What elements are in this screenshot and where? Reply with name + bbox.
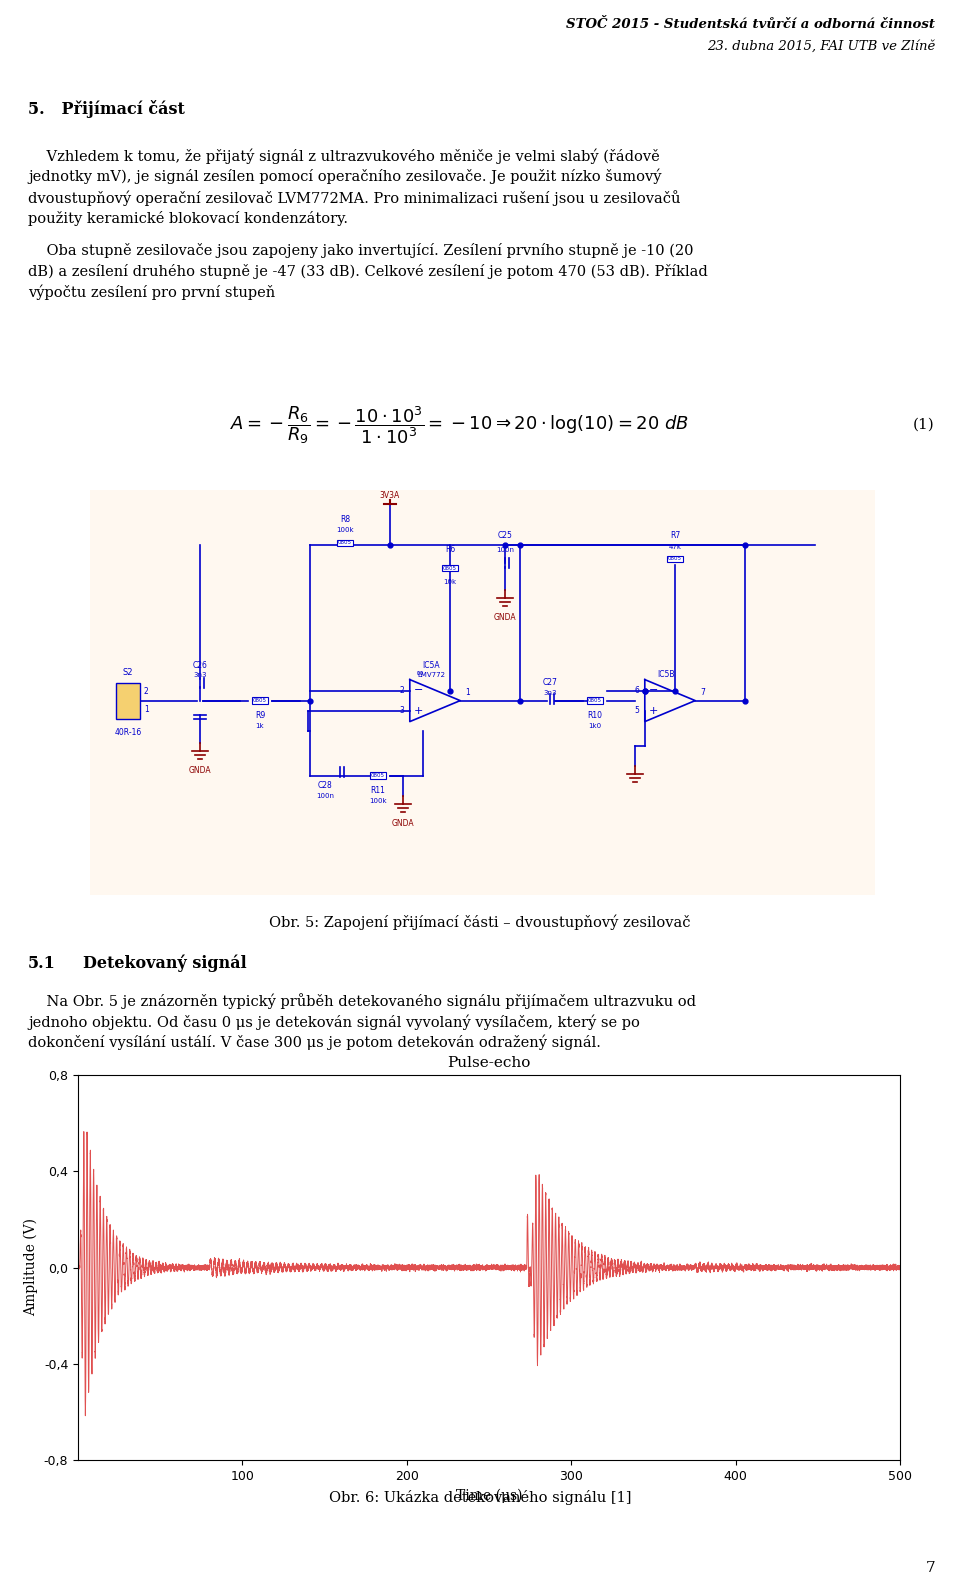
- Y-axis label: Amplitude (V): Amplitude (V): [24, 1218, 38, 1317]
- Text: 23. dubna 2015, FAI UTB ve Zlíně: 23. dubna 2015, FAI UTB ve Zlíně: [707, 40, 935, 53]
- Text: $A=-\dfrac{R_6}{R_9}=-\dfrac{10\cdot10^3}{1\cdot10^3}=-10\Rightarrow 20\cdot\log: $A=-\dfrac{R_6}{R_9}=-\dfrac{10\cdot10^3…: [230, 404, 689, 446]
- Text: GNDA: GNDA: [493, 613, 516, 622]
- Text: 5.1: 5.1: [28, 955, 56, 973]
- Text: 0805: 0805: [588, 699, 602, 704]
- Text: IC5A: IC5A: [422, 661, 440, 670]
- Text: 10k: 10k: [444, 579, 457, 584]
- Text: 0805: 0805: [253, 699, 267, 704]
- Text: 1k0: 1k0: [588, 723, 602, 729]
- Text: 0805: 0805: [371, 774, 385, 778]
- Text: 7: 7: [925, 1562, 935, 1574]
- Text: R6: R6: [444, 544, 455, 554]
- Text: 6: 6: [635, 686, 639, 696]
- Bar: [90, 490, 875, 895]
- Text: R8: R8: [340, 516, 350, 524]
- Text: R11: R11: [371, 786, 385, 794]
- X-axis label: Time (μs): Time (μs): [456, 1489, 522, 1503]
- Text: 100k: 100k: [336, 527, 354, 533]
- Text: 3n3: 3n3: [193, 672, 206, 678]
- Text: 0805: 0805: [443, 565, 457, 570]
- Text: Detekovaný signál: Detekovaný signál: [83, 955, 247, 973]
- Text: Obr. 5: Zapojení přijímací části – dvoustupňový zesilovač: Obr. 5: Zapojení přijímací části – dvous…: [269, 915, 691, 930]
- Text: LMV772: LMV772: [417, 672, 445, 678]
- Text: 5.   Přijímací část: 5. Přijímací část: [28, 100, 185, 118]
- Text: 3V3A: 3V3A: [380, 490, 400, 500]
- Text: 2: 2: [144, 688, 149, 696]
- Text: R10: R10: [588, 712, 603, 720]
- Text: S2: S2: [123, 669, 133, 677]
- Text: dvoustupňový operační zesilovač LVM772MA. Pro minimalizaci rušení jsou u zesilov: dvoustupňový operační zesilovač LVM772MA…: [28, 189, 681, 205]
- Text: (1): (1): [913, 419, 935, 431]
- Text: GNDA: GNDA: [392, 820, 415, 828]
- Text: C28: C28: [318, 782, 332, 790]
- Text: 100n: 100n: [316, 793, 334, 799]
- Title: Pulse-echo: Pulse-echo: [447, 1055, 531, 1070]
- Text: R7: R7: [670, 530, 680, 540]
- Text: 1: 1: [144, 705, 149, 715]
- Text: 1k: 1k: [255, 723, 264, 729]
- Text: dB) a zesílení druhého stupně je -47 (33 dB). Celkové zesílení je potom 470 (53 : dB) a zesílení druhého stupně je -47 (33…: [28, 264, 708, 279]
- Text: 40R-16: 40R-16: [114, 728, 142, 737]
- Text: C25: C25: [497, 530, 513, 540]
- Text: 2: 2: [399, 686, 404, 696]
- Text: výpočtu zesílení pro první stupeň: výpočtu zesílení pro první stupeň: [28, 285, 276, 301]
- Text: Obr. 6: Ukázka detekovaného signálu [1]: Obr. 6: Ukázka detekovaného signálu [1]: [328, 1490, 632, 1504]
- Text: −: −: [414, 685, 423, 696]
- Text: ∞: ∞: [416, 667, 424, 678]
- Text: dokončení vysílání ustálí. V čase 300 μs je potom detekován odražený signál.: dokončení vysílání ustálí. V čase 300 μs…: [28, 1035, 601, 1051]
- Text: 5: 5: [635, 707, 639, 715]
- Text: STOČ 2015 - Studentská tvůrčí a odborná činnost: STOČ 2015 - Studentská tvůrčí a odborná …: [566, 18, 935, 30]
- Bar: [116, 683, 140, 718]
- Text: 3n3: 3n3: [543, 689, 557, 696]
- Text: IC5B: IC5B: [658, 670, 675, 680]
- Text: 3: 3: [399, 707, 404, 715]
- Text: Oba stupně zesilovače jsou zapojeny jako invertující. Zesílení prvního stupně je: Oba stupně zesilovače jsou zapojeny jako…: [28, 244, 693, 258]
- Text: 0805: 0805: [668, 557, 682, 562]
- Text: použity keramické blokovací kondenzátory.: použity keramické blokovací kondenzátory…: [28, 212, 348, 226]
- Text: 100n: 100n: [496, 548, 514, 552]
- Text: 0805: 0805: [338, 541, 352, 546]
- Text: Na Obr. 5 je znázorněn typický průběh detekovaného signálu přijímačem ultrazvuku: Na Obr. 5 je znázorněn typický průběh de…: [28, 993, 696, 1009]
- Text: −: −: [649, 685, 659, 696]
- Text: +: +: [414, 707, 423, 716]
- Text: R9: R9: [254, 712, 265, 720]
- Text: jednoho objektu. Od času 0 μs je detekován signál vyvolaný vysílačem, který se p: jednoho objektu. Od času 0 μs je detekov…: [28, 1014, 640, 1030]
- Text: 47k: 47k: [668, 544, 682, 549]
- Text: +: +: [649, 707, 659, 716]
- Text: 1: 1: [466, 688, 470, 697]
- Text: C26: C26: [193, 661, 207, 670]
- Text: GNDA: GNDA: [189, 766, 211, 775]
- Text: 7: 7: [701, 688, 706, 697]
- Text: jednotky mV), je signál zesílen pomocí operačního zesilovače. Je použit nízko šu: jednotky mV), je signál zesílen pomocí o…: [28, 169, 661, 185]
- Text: C27: C27: [542, 678, 558, 688]
- Text: 100k: 100k: [370, 798, 387, 804]
- Text: Vzhledem k tomu, že přijatý signál z ultrazvukového měniče je velmi slabý (řádov: Vzhledem k tomu, že přijatý signál z ult…: [28, 148, 660, 164]
